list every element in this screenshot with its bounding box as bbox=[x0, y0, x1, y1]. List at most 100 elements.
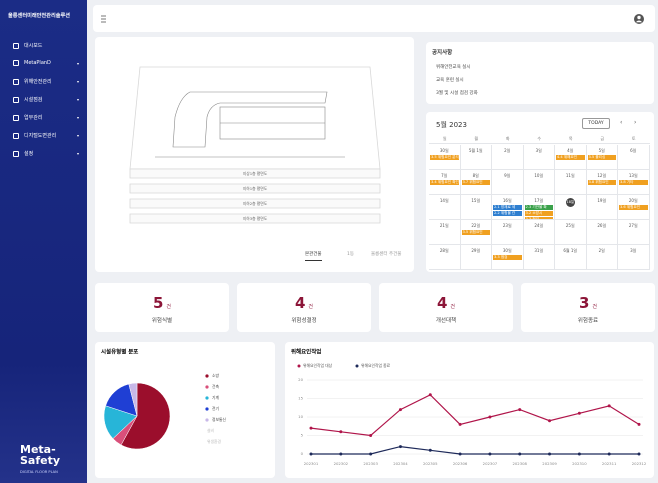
legend-label: 소방 bbox=[212, 373, 219, 378]
calendar-day[interactable]: 12일 3.8 위험요인 bbox=[586, 170, 618, 195]
calendar-day[interactable]: 18일 bbox=[555, 195, 587, 220]
calendar-day[interactable]: 27일 bbox=[618, 220, 650, 245]
calendar-day[interactable]: 21일 bbox=[429, 220, 461, 245]
menu-icon bbox=[13, 114, 19, 121]
stat-unit: 건 bbox=[450, 304, 456, 310]
x-tick-label: 202307 bbox=[483, 461, 498, 466]
day-number: 19일 bbox=[597, 198, 607, 203]
calendar-day[interactable]: 23일 bbox=[492, 220, 524, 245]
calendar-day[interactable]: 24일 bbox=[523, 220, 555, 245]
calendar-day[interactable]: 20일 3.6 위험요인 bbox=[618, 195, 650, 220]
calendar-day[interactable]: 8일 3.7 위험요인 bbox=[460, 170, 492, 195]
calendar-day[interactable]: 29일 bbox=[460, 245, 492, 270]
menu-item[interactable]: 업무관리 ▾ bbox=[13, 114, 79, 121]
top-icons bbox=[101, 14, 644, 24]
calendar: 5월 2023 TODAY ‹ › 일 월 화 수 목 금 토 30일 3.5 위험요인 분석 5… bbox=[426, 112, 654, 272]
calendar-event[interactable]: 2.1 방재로 세 bbox=[493, 205, 522, 210]
menu-item[interactable]: 디지털도면관리 ▾ bbox=[13, 132, 79, 139]
calendar-event[interactable]: 3.8 기타 bbox=[619, 180, 648, 185]
calendar-day[interactable]: 30일 3.5 위험요인 분석 bbox=[429, 145, 461, 170]
calendar-day[interactable]: 15일 bbox=[460, 195, 492, 220]
day-number: 15일 bbox=[471, 198, 481, 203]
calendar-day[interactable]: 16일 2.1 방재로 세 2.2 위험물 관 bbox=[492, 195, 524, 220]
calendar-day[interactable]: 14일 bbox=[429, 195, 461, 220]
stat-value: 4 bbox=[436, 294, 448, 312]
logo-sub: DIGITAL FLOOR PLAN bbox=[20, 470, 58, 474]
y-tick-label: 5 bbox=[301, 433, 304, 438]
calendar-event[interactable]: 3.3 점검 bbox=[524, 217, 553, 219]
notice-item[interactable]: 위해안전교육 실시 bbox=[436, 65, 471, 70]
calendar-day[interactable]: 31일 bbox=[523, 245, 555, 270]
next-button[interactable]: › bbox=[634, 119, 637, 126]
menu-label: 시설점검 bbox=[24, 97, 43, 103]
chart-title: 위해요인작업 bbox=[291, 348, 321, 356]
calendar-day[interactable]: 2일 bbox=[492, 145, 524, 170]
day-number: 22일 bbox=[471, 223, 481, 228]
x-tick-label: 202311 bbox=[602, 461, 617, 466]
calendar-event[interactable]: 3.8 위험요인 bbox=[587, 180, 616, 185]
floor-plan-panel: 지상1층 평면도 지하1층 평면도 지하2층 평면도 지하3층 평면도 본관건물 1동 울… bbox=[95, 37, 414, 272]
menu-item[interactable]: 설정 ▾ bbox=[13, 150, 79, 157]
calendar-event[interactable]: 3.2 소방시 bbox=[524, 211, 553, 216]
notice-item[interactable]: 교육 훈련 실시 bbox=[436, 78, 464, 83]
calendar-event[interactable]: 2.2 위험물 관 bbox=[493, 211, 522, 216]
menu-label: 디지털도면관리 bbox=[24, 133, 57, 139]
pie-slice bbox=[120, 382, 171, 450]
stat-value: 3 bbox=[578, 294, 590, 312]
prev-button[interactable]: ‹ bbox=[620, 119, 623, 126]
calendar-day[interactable]: 19일 bbox=[586, 195, 618, 220]
calendar-day[interactable]: 3일 bbox=[523, 145, 555, 170]
x-tick-label: 202312 bbox=[632, 461, 647, 466]
calendar-day[interactable]: 26일 bbox=[586, 220, 618, 245]
calendar-day[interactable]: 5일 3.5 폴리싱 bbox=[586, 145, 618, 170]
calendar-event[interactable]: 3.5 위험요인 분석 bbox=[430, 155, 459, 160]
floor-tab[interactable]: 울릉센터 주건물 bbox=[371, 252, 402, 257]
calendar-title: 5월 2023 bbox=[436, 121, 467, 129]
calendar-day[interactable]: 30일 3.3 점검 bbox=[492, 245, 524, 270]
menu-toggle[interactable] bbox=[101, 15, 106, 23]
menu-item[interactable]: 위해안전관리 ▾ bbox=[13, 78, 79, 85]
calendar-day[interactable]: 13일 3.8 기타 bbox=[618, 170, 650, 195]
calendar-day[interactable]: 6월 1일 bbox=[555, 245, 587, 270]
calendar-day[interactable]: 2일 bbox=[586, 245, 618, 270]
stat-unit: 건 bbox=[308, 304, 314, 310]
calendar-day[interactable]: 11일 bbox=[555, 170, 587, 195]
menu-label: 업무관리 bbox=[24, 115, 43, 121]
day-number: 25일 bbox=[565, 223, 575, 228]
calendar-event[interactable]: 3.4 위험요인 확인 bbox=[430, 180, 459, 185]
y-tick-label: 10 bbox=[298, 414, 303, 419]
calendar-day[interactable]: 17일 2.3 기반물 확 3.2 소방시 3.3 점검 bbox=[523, 195, 555, 220]
weekday: 토 bbox=[618, 136, 650, 144]
calendar-day[interactable]: 5월 1일 bbox=[460, 145, 492, 170]
today-button[interactable]: TODAY bbox=[582, 118, 610, 129]
calendar-day[interactable]: 25일 bbox=[555, 220, 587, 245]
calendar-day[interactable]: 3일 bbox=[618, 245, 650, 270]
menu-item[interactable]: MetaPlanD ▾ bbox=[13, 60, 79, 66]
calendar-day[interactable]: 9일 bbox=[492, 170, 524, 195]
menu-item[interactable]: 대시보드 bbox=[13, 42, 79, 49]
floor-label: 지하1층 평면도 bbox=[243, 186, 268, 191]
calendar-event[interactable]: 3.5 폴리싱 bbox=[587, 155, 616, 160]
menu-item[interactable]: 시설점검 ▾ bbox=[13, 96, 79, 103]
calendar-event[interactable]: 2.3 기반물 확 bbox=[524, 205, 553, 210]
menu-arrow: ▾ bbox=[76, 133, 79, 138]
calendar-event[interactable]: 3.3 점검 bbox=[493, 255, 522, 260]
calendar-day[interactable]: 4일 4.4 위해요인 bbox=[555, 145, 587, 170]
floor-tab[interactable]: 본관건물 bbox=[305, 251, 322, 261]
calendar-day[interactable]: 22일 3.5 위험요인 bbox=[460, 220, 492, 245]
calendar-event[interactable]: 4.4 위해요인 bbox=[556, 155, 585, 160]
calendar-day[interactable]: 10일 bbox=[523, 170, 555, 195]
legend-label: 설비 bbox=[207, 428, 214, 433]
day-number: 23일 bbox=[502, 223, 512, 228]
floor-tab[interactable]: 1동 bbox=[347, 252, 355, 257]
calendar-event[interactable]: 3.7 위험요인 bbox=[461, 180, 490, 185]
user-icon[interactable] bbox=[634, 14, 644, 24]
calendar-event[interactable]: 3.5 위험요인 bbox=[461, 230, 490, 235]
calendar-event[interactable]: 3.6 위험요인 bbox=[619, 205, 648, 210]
calendar-day[interactable]: 7일 3.4 위험요인 확인 bbox=[429, 170, 461, 195]
data-point bbox=[548, 452, 552, 456]
notice-item[interactable]: 3월 및 시설 점검 강화 bbox=[436, 91, 478, 96]
calendar-day[interactable]: 28일 bbox=[429, 245, 461, 270]
calendar-day[interactable]: 6일 bbox=[618, 145, 650, 170]
